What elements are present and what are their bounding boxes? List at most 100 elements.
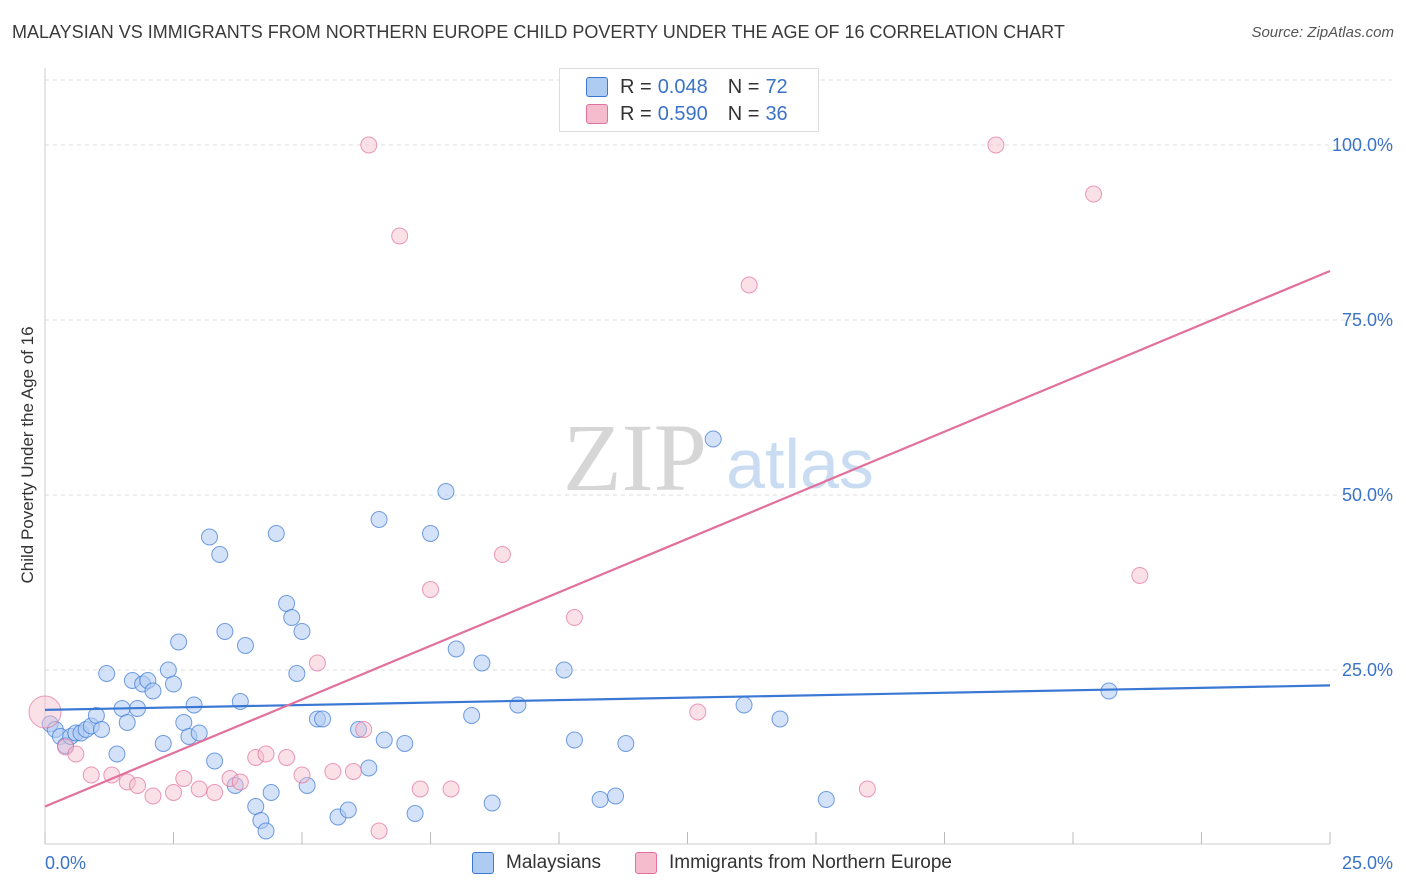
data-point [216, 623, 234, 640]
data-point [165, 675, 182, 693]
watermark-atlas: atlas [726, 425, 874, 503]
data-point [735, 696, 753, 714]
data-point [221, 770, 239, 787]
data-point [118, 773, 136, 791]
data-point [437, 483, 455, 500]
legend-item-label: Malaysians [506, 852, 602, 873]
data-point [555, 661, 573, 679]
data-point [108, 745, 126, 763]
legend-swatch-blue [472, 852, 494, 874]
data-point [565, 609, 583, 626]
data-point [170, 633, 188, 651]
data-point [144, 787, 162, 805]
legend-r-label: R = [620, 102, 652, 125]
data-point [704, 430, 722, 448]
data-point [67, 745, 85, 763]
data-point [1131, 567, 1149, 584]
legend-r-value: 0.048 [657, 75, 708, 98]
watermark-zip: ZIP [563, 404, 707, 511]
data-point [370, 822, 388, 840]
data-point [360, 759, 378, 777]
y-tick-label: 75.0% [1342, 310, 1393, 330]
data-point [175, 770, 193, 787]
data-point [288, 665, 306, 682]
series-immigrants-northern-europe [28, 136, 1149, 840]
data-point [93, 721, 111, 738]
data-point [396, 735, 414, 752]
trend-lines [44, 269, 1331, 808]
data-point [463, 707, 481, 724]
data-point [28, 695, 62, 729]
data-point [324, 763, 342, 780]
data-point [344, 763, 362, 780]
data-point [236, 637, 254, 654]
data-point [211, 546, 229, 563]
y-tick-label: 25.0% [1342, 660, 1393, 680]
series-legend: Malaysians Immigrants from Northern Euro… [0, 852, 1406, 878]
data-point [406, 805, 424, 822]
data-point [308, 654, 326, 672]
legend-n-value: 72 [765, 75, 788, 98]
data-point [206, 752, 224, 770]
legend-swatch-pink [586, 104, 608, 124]
data-point [987, 136, 1005, 154]
data-point [370, 511, 388, 528]
tick-labels: 25.0% 50.0% 75.0% 100.0% 0.0% 25.0% [45, 135, 1393, 873]
data-point [257, 822, 275, 840]
data-point [190, 724, 208, 742]
data-point [1085, 185, 1103, 203]
data-point [190, 780, 208, 798]
legend-row-malaysians: R = 0.048 N = 72 [586, 76, 788, 98]
data-point [82, 766, 100, 784]
chart-title: MALAYSIAN VS IMMIGRANTS FROM NORTHERN EU… [12, 22, 1065, 42]
legend-row-immigrants: R = 0.590 N = 36 [586, 103, 788, 125]
x-tick-label: 25.0% [1342, 853, 1393, 873]
data-point [262, 784, 280, 801]
data-point [231, 773, 249, 791]
data-point [493, 546, 511, 563]
data-point [144, 682, 162, 700]
data-point [57, 738, 75, 756]
data-point [118, 714, 136, 731]
data-point [422, 525, 439, 542]
data-point [154, 735, 172, 752]
legend-r-value: 0.590 [657, 102, 708, 125]
data-point [339, 801, 357, 819]
data-point [565, 731, 583, 749]
data-point [267, 525, 285, 542]
legend-n-label: N = [727, 102, 760, 125]
axes [44, 68, 1331, 845]
data-point [617, 735, 635, 752]
gridlines [45, 79, 1392, 671]
data-point [350, 721, 368, 738]
y-tick-label: 50.0% [1342, 485, 1393, 505]
data-point [442, 780, 460, 798]
data-point [1100, 682, 1118, 700]
data-point [509, 696, 527, 714]
data-point [257, 745, 275, 763]
data-point [422, 581, 439, 598]
data-point [411, 780, 429, 798]
data-point [206, 784, 224, 801]
y-axis-label: Child Poverty Under the Age of 16 [18, 326, 37, 584]
data-point [375, 731, 393, 749]
x-tick-label: 0.0% [45, 853, 86, 873]
data-point [360, 136, 378, 154]
data-point [200, 528, 218, 546]
data-point [771, 710, 789, 728]
legend-n-value: 36 [765, 102, 788, 125]
data-point [247, 749, 265, 766]
data-point [483, 794, 501, 812]
legend-item-label: Immigrants from Northern Europe [669, 852, 952, 873]
trend-line-immigrants [44, 269, 1331, 808]
data-point [858, 780, 876, 798]
y-tick-label: 100.0% [1332, 135, 1393, 155]
legend-swatch-blue [586, 77, 608, 97]
data-point [293, 766, 311, 784]
watermark: ZIP atlas [563, 404, 874, 511]
data-point [293, 623, 311, 640]
data-point [689, 703, 707, 721]
data-point [314, 710, 332, 728]
data-point [391, 227, 409, 245]
